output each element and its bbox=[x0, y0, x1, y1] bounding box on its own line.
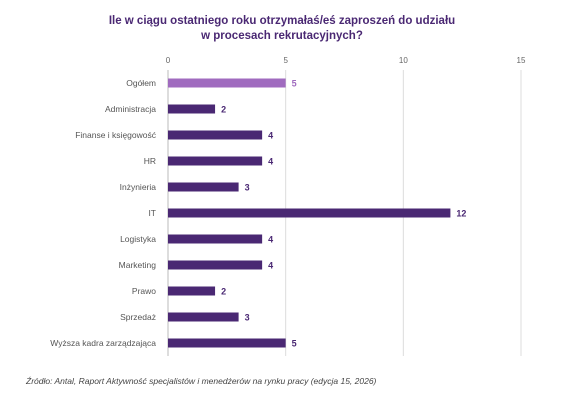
bar bbox=[168, 156, 263, 166]
bar bbox=[168, 78, 286, 88]
category-label: Inżynieria bbox=[120, 182, 157, 192]
chart-title-line-2: w procesach rekrutacyjnych? bbox=[201, 30, 363, 42]
x-tick-label: 15 bbox=[517, 56, 526, 65]
bar bbox=[168, 130, 263, 140]
source-note: Źródło: Antal, Raport Aktywność specjali… bbox=[26, 376, 377, 386]
category-label: Ogółem bbox=[126, 78, 156, 88]
bar bbox=[168, 182, 239, 192]
category-label: Finanse i księgowość bbox=[75, 130, 157, 140]
data-label: 5 bbox=[292, 79, 297, 89]
data-label: 2 bbox=[221, 287, 226, 297]
category-label: Administracja bbox=[105, 104, 156, 114]
data-label: 4 bbox=[268, 261, 273, 271]
category-label: Marketing bbox=[119, 260, 157, 270]
category-label: HR bbox=[144, 156, 156, 166]
bar bbox=[168, 338, 286, 348]
bar-chart: 0 5 10 15 Ogółem 5 Administracja 2 Finanse i ksi… bbox=[50, 56, 526, 356]
data-label: 5 bbox=[292, 339, 297, 349]
data-label: 2 bbox=[221, 105, 226, 115]
category-label: Prawo bbox=[132, 286, 156, 296]
data-label: 12 bbox=[456, 209, 466, 219]
category-label: IT bbox=[148, 208, 156, 218]
data-label: 3 bbox=[245, 183, 250, 193]
bar bbox=[168, 104, 216, 114]
bar bbox=[168, 260, 263, 270]
data-label: 3 bbox=[245, 313, 250, 323]
bar bbox=[168, 312, 239, 322]
chart-title: Ile w ciągu ostatniego roku otrzymałaś/e… bbox=[0, 14, 564, 44]
bar bbox=[168, 208, 451, 218]
x-tick-label: 5 bbox=[283, 56, 288, 65]
category-label: Wyższa kadra zarządzająca bbox=[50, 338, 156, 348]
chart-title-line-1: Ile w ciągu ostatniego roku otrzymałaś/e… bbox=[108, 15, 456, 27]
bar bbox=[168, 286, 216, 296]
x-tick-label: 0 bbox=[166, 56, 171, 65]
x-tick-label: 10 bbox=[399, 56, 408, 65]
category-label: Logistyka bbox=[120, 234, 156, 244]
data-label: 4 bbox=[268, 131, 273, 141]
bar bbox=[168, 234, 263, 244]
data-label: 4 bbox=[268, 235, 273, 245]
data-label: 4 bbox=[268, 157, 273, 167]
category-label: Sprzedaż bbox=[120, 312, 156, 322]
